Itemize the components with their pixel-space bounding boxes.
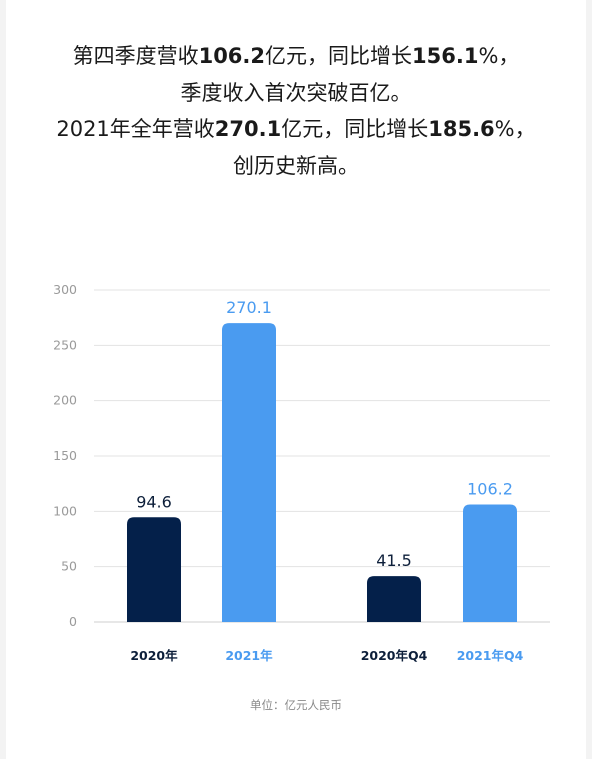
y-tick-label: 50 bbox=[61, 559, 77, 574]
headline-line-2: 季度收入首次突破百亿。 bbox=[180, 80, 412, 105]
headline-number: 156.1 bbox=[412, 44, 479, 68]
y-tick-label: 200 bbox=[53, 393, 77, 408]
y-tick-label: 0 bbox=[69, 614, 77, 629]
bar bbox=[222, 323, 276, 622]
y-tick-label: 100 bbox=[53, 503, 77, 518]
headline-number: 106.2 bbox=[198, 44, 266, 68]
y-tick-label: 250 bbox=[53, 337, 77, 352]
bar bbox=[367, 576, 421, 622]
card: 第四季度营收106.2亿元，同比增长156.1%， 季度收入首次突破百亿。 20… bbox=[6, 0, 586, 759]
headline-line-4: 创历史新高。 bbox=[233, 153, 359, 178]
headline-line-3: 2021年全年营收270.1亿元，同比增长185.6%， bbox=[6, 111, 586, 148]
x-tick-label: 2020年 bbox=[130, 648, 178, 663]
data-label: 270.1 bbox=[226, 298, 272, 317]
x-tick-label: 2021年Q4 bbox=[457, 648, 524, 663]
headline-number: 270.1 bbox=[214, 117, 282, 141]
headline-text: %， bbox=[494, 117, 536, 141]
x-tick-label: 2020年Q4 bbox=[361, 648, 428, 663]
data-label: 94.6 bbox=[136, 492, 172, 511]
headline-line-1: 第四季度营收106.2亿元，同比增长156.1%， bbox=[6, 38, 586, 75]
bar bbox=[127, 517, 181, 622]
unit-note: 单位：亿元人民币 bbox=[250, 698, 342, 712]
headline-text: 亿元，同比增长 bbox=[265, 44, 413, 68]
headline-text: 第四季度营收 bbox=[72, 44, 199, 68]
headline-text: 亿元，同比增长 bbox=[281, 117, 429, 141]
headline-number: 185.6 bbox=[428, 117, 495, 141]
data-label: 106.2 bbox=[467, 479, 513, 498]
y-tick-label: 150 bbox=[53, 448, 77, 463]
bar-chart: 0 50 100 150 200 250 300 94.6 2020年 270.1 2021年 41.… bbox=[53, 282, 550, 663]
headline: 第四季度营收106.2亿元，同比增长156.1%， 季度收入首次突破百亿。 20… bbox=[6, 38, 586, 184]
data-label: 41.5 bbox=[376, 551, 412, 570]
x-tick-label: 2021年 bbox=[225, 648, 273, 663]
y-tick-label: 300 bbox=[53, 282, 77, 297]
headline-text: 2021年全年营收 bbox=[56, 117, 215, 141]
bar bbox=[463, 504, 517, 622]
headline-text: %， bbox=[478, 44, 520, 68]
